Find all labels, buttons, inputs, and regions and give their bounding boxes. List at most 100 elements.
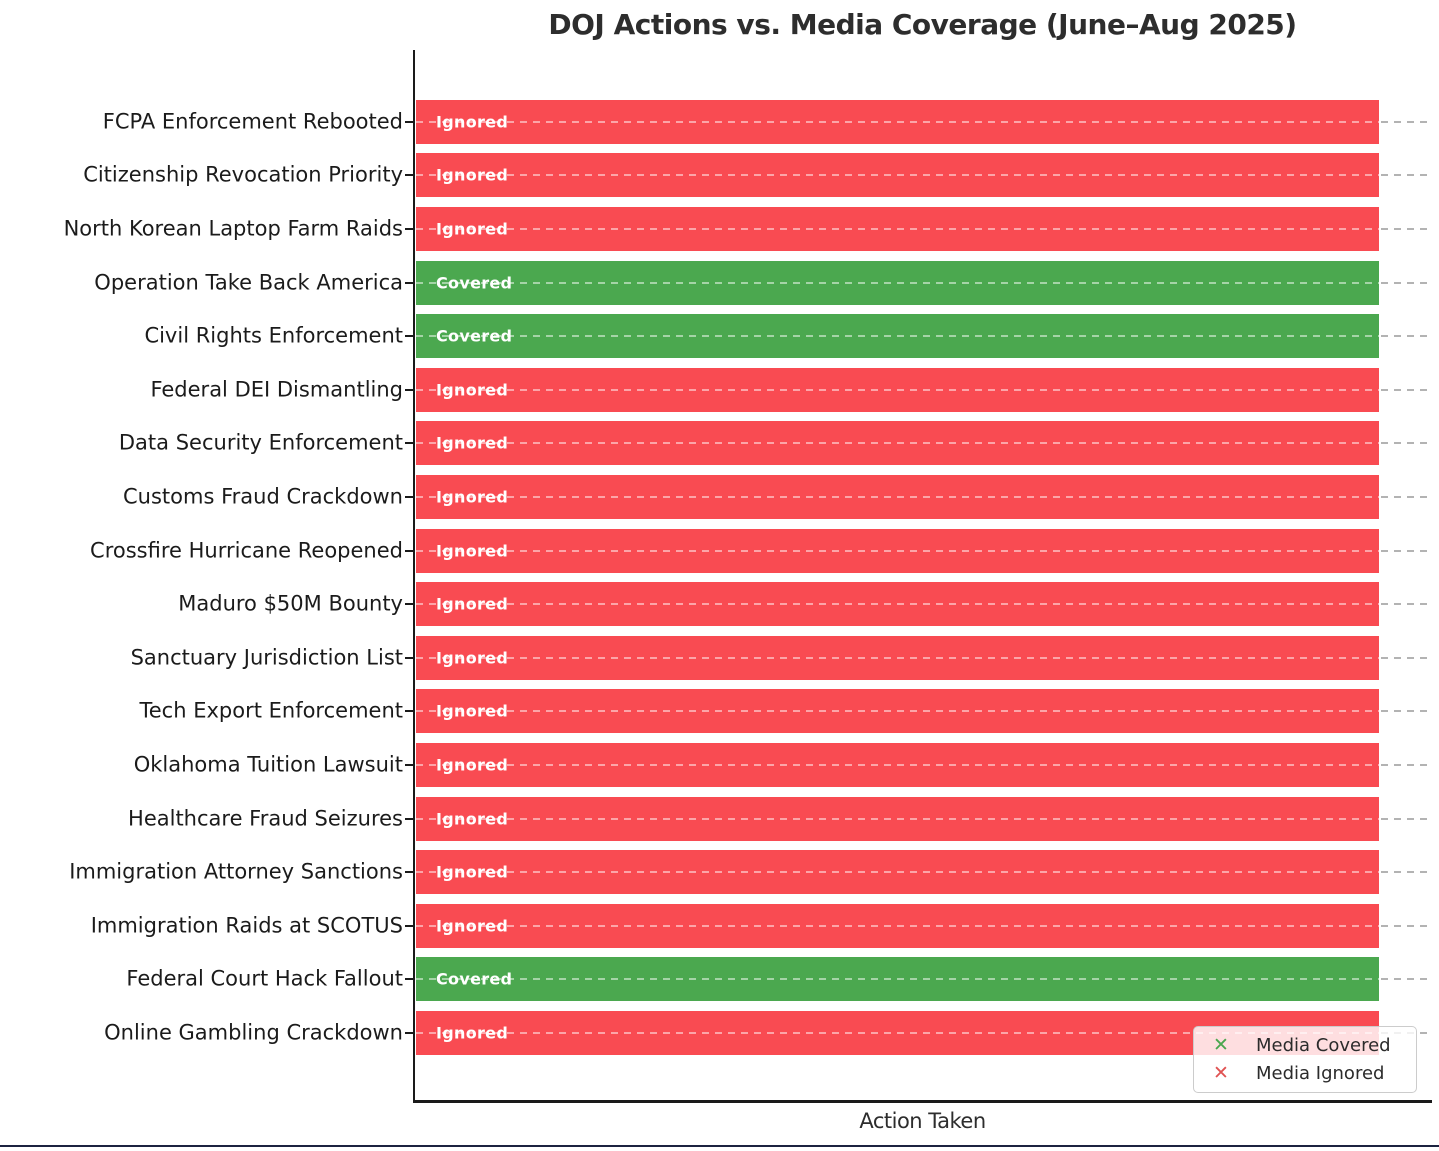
y-axis-tick xyxy=(405,1031,413,1034)
gridline-beyond-bar xyxy=(1381,442,1431,445)
y-axis-tick xyxy=(405,924,413,927)
bar-status-label: Ignored xyxy=(436,701,509,721)
y-axis-tick xyxy=(405,871,413,874)
gridline-beyond-bar xyxy=(1381,281,1431,284)
gridline-beyond-bar xyxy=(1381,603,1431,606)
y-axis-tick xyxy=(405,227,413,230)
gridline-over-bar xyxy=(416,120,1379,123)
bar-row: Sanctuary Jurisdiction List Ignored xyxy=(131,631,1432,685)
gridline-beyond-bar xyxy=(1381,978,1431,981)
y-axis-tick xyxy=(405,442,413,445)
gridline-over-bar xyxy=(416,817,1379,820)
y-axis-tick xyxy=(405,335,413,338)
bar-row: Maduro $50M Bounty Ignored xyxy=(178,577,1432,631)
category-label: Healthcare Fraud Seizures xyxy=(128,806,403,831)
gridline-over-bar xyxy=(416,495,1379,498)
bar-status-label: Ignored xyxy=(436,1023,509,1043)
gridline-over-bar xyxy=(416,924,1379,927)
legend-label: Media Covered xyxy=(1256,1035,1391,1056)
bar-row: Healthcare Fraud Seizures Ignored xyxy=(128,792,1432,846)
bar-status-label: Ignored xyxy=(436,165,509,185)
bar-status-label: Ignored xyxy=(436,862,509,882)
bar-row: Operation Take Back America Covered xyxy=(94,256,1432,310)
bar-status-label: Ignored xyxy=(436,112,509,132)
bar-row: Tech Export Enforcement Ignored xyxy=(139,685,1432,739)
legend: ✕ Media Covered ✕ Media Ignored xyxy=(1193,1026,1417,1093)
category-label: Operation Take Back America xyxy=(94,270,403,295)
bar-row: Immigration Attorney Sanctions Ignored xyxy=(69,845,1432,899)
bar-status-label: Ignored xyxy=(436,219,509,239)
gridline-beyond-bar xyxy=(1381,710,1431,713)
gridline-beyond-bar xyxy=(1381,120,1431,123)
x-axis-label: Action Taken xyxy=(859,1109,986,1133)
bar-row: Crossfire Hurricane Reopened Ignored xyxy=(90,524,1432,578)
gridline-beyond-bar xyxy=(1381,227,1431,230)
x-marker-icon: ✕ xyxy=(1213,1034,1229,1056)
gridline-beyond-bar xyxy=(1381,871,1431,874)
bar-status-label: Ignored xyxy=(436,755,509,775)
gridline-over-bar xyxy=(416,442,1379,445)
category-label: Online Gambling Crackdown xyxy=(104,1020,403,1045)
bar-row: Data Security Enforcement Ignored xyxy=(119,417,1432,471)
category-label: Sanctuary Jurisdiction List xyxy=(130,645,403,670)
gridline-beyond-bar xyxy=(1381,549,1431,552)
gridline-over-bar xyxy=(416,978,1379,981)
bar-status-label: Ignored xyxy=(436,433,509,453)
category-label: Crossfire Hurricane Reopened xyxy=(90,538,403,563)
gridline-beyond-bar xyxy=(1381,495,1431,498)
rows: FCPA Enforcement Rebooted Ignored Citize… xyxy=(64,95,1432,1060)
category-label: Civil Rights Enforcement xyxy=(144,323,403,348)
gridline-over-bar xyxy=(416,227,1379,230)
category-label: Citizenship Revocation Priority xyxy=(83,162,403,187)
y-axis-tick xyxy=(405,710,413,713)
bar-status-label: Covered xyxy=(436,273,513,293)
gridline-beyond-bar xyxy=(1381,174,1431,177)
gridline-beyond-bar xyxy=(1381,388,1431,391)
gridline-over-bar xyxy=(416,603,1379,606)
gridline-beyond-bar xyxy=(1381,817,1431,820)
gridline-over-bar xyxy=(416,549,1379,552)
gridline-over-bar xyxy=(416,388,1379,391)
y-axis-tick xyxy=(405,495,413,498)
category-label: Data Security Enforcement xyxy=(118,430,403,455)
bar-row: Oklahoma Tuition Lawsuit Ignored xyxy=(134,738,1432,792)
gridline-beyond-bar xyxy=(1381,335,1431,338)
bar-status-label: Ignored xyxy=(436,380,509,400)
category-label: Maduro $50M Bounty xyxy=(178,591,403,616)
category-label: North Korean Laptop Farm Raids xyxy=(63,216,403,241)
gridline-beyond-bar xyxy=(1381,656,1431,659)
y-axis-tick xyxy=(405,603,413,606)
bar-status-label: Ignored xyxy=(436,594,509,614)
gridline-over-bar xyxy=(416,763,1379,766)
gridline-over-bar xyxy=(416,281,1379,284)
gridline-over-bar xyxy=(416,174,1379,177)
gridline-beyond-bar xyxy=(1381,924,1431,927)
bar-row: Civil Rights Enforcement Covered xyxy=(144,309,1432,363)
bar-row: North Korean Laptop Farm Raids Ignored xyxy=(64,202,1432,256)
gridline-beyond-bar xyxy=(1381,763,1431,766)
chart-title: DOJ Actions vs. Media Coverage (June–Aug… xyxy=(548,8,1297,41)
y-axis-tick xyxy=(405,549,413,552)
bar-row: Citizenship Revocation Priority Ignored xyxy=(83,149,1432,203)
bar-row: Customs Fraud Crackdown Ignored xyxy=(123,470,1432,524)
plot-area: FCPA Enforcement Rebooted Ignored Citize… xyxy=(64,50,1432,1103)
category-label: Federal DEI Dismantling xyxy=(150,377,403,402)
gridline-over-bar xyxy=(416,710,1379,713)
legend-label: Media Ignored xyxy=(1256,1063,1385,1084)
bar-status-label: Ignored xyxy=(436,648,509,668)
y-axis-tick xyxy=(405,388,413,391)
category-label: Tech Export Enforcement xyxy=(139,698,403,723)
category-label: Federal Court Hack Fallout xyxy=(126,966,403,991)
legend-item: ✕ Media Ignored xyxy=(1210,1063,1402,1084)
bar-status-label: Ignored xyxy=(436,541,509,561)
category-label: FCPA Enforcement Rebooted xyxy=(102,109,403,134)
bar-status-label: Covered xyxy=(436,326,513,346)
bar-row: Federal DEI Dismantling Ignored xyxy=(150,363,1432,417)
category-label: Immigration Raids at SCOTUS xyxy=(90,913,403,938)
gridline-over-bar xyxy=(416,335,1379,338)
gridline-over-bar xyxy=(416,656,1379,659)
bar-row: FCPA Enforcement Rebooted Ignored xyxy=(103,95,1432,149)
y-axis-tick xyxy=(405,656,413,659)
bar-row: Immigration Raids at SCOTUS Ignored xyxy=(91,899,1432,953)
category-label: Oklahoma Tuition Lawsuit xyxy=(133,752,403,777)
